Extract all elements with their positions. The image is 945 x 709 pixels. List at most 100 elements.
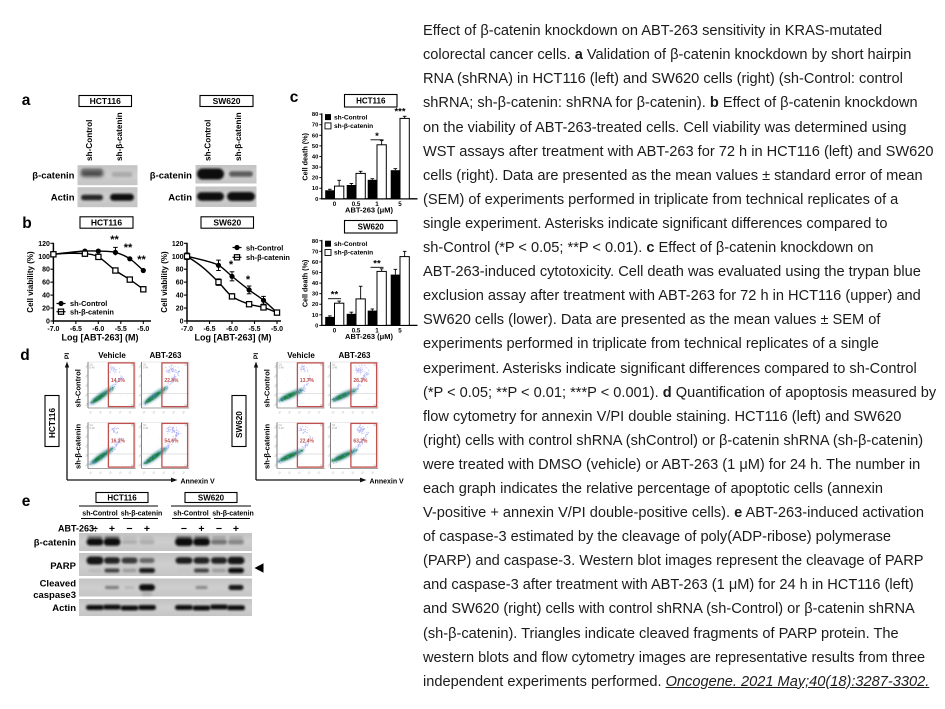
svg-text:Q4: Q4 [185,464,189,468]
svg-text:40: 40 [312,281,318,287]
svg-text:10: 10 [108,470,113,475]
svg-text:sh-β-catenin: sh-β-catenin [70,307,114,316]
svg-text:HCT116: HCT116 [356,97,386,106]
svg-text:5: 5 [398,201,402,208]
svg-text:HCT116: HCT116 [48,408,57,438]
svg-text:10: 10 [117,409,122,414]
svg-text:10: 10 [273,453,278,458]
svg-text:sh-Control: sh-Control [70,299,107,308]
svg-text:0.48: 0.48 [90,366,96,370]
svg-text:sh-β-catenin: sh-β-catenin [212,511,254,518]
svg-text:SW620: SW620 [213,96,241,106]
svg-text:10: 10 [316,409,321,414]
svg-text:10: 10 [360,409,365,414]
svg-text:0: 0 [333,327,337,334]
svg-text:10: 10 [137,373,142,378]
svg-text:-7.0: -7.0 [47,326,59,333]
svg-text:PI: PI [64,353,71,360]
svg-text:10: 10 [273,364,278,369]
svg-text:22.4%: 22.4% [164,378,179,384]
svg-text:SW620: SW620 [235,411,244,438]
svg-text:Actin: Actin [51,193,75,204]
svg-text:22.4%: 22.4% [300,438,315,444]
svg-text:10: 10 [326,434,331,439]
svg-text:60: 60 [312,133,318,139]
svg-text:Q2: Q2 [320,423,324,427]
svg-text:10: 10 [84,373,89,378]
svg-text:50: 50 [312,144,318,150]
svg-text:54.6%: 54.6% [164,438,179,444]
svg-text:10: 10 [98,470,103,475]
svg-text:ABT-263: ABT-263 [338,351,371,360]
svg-text:*: * [229,259,234,271]
svg-text:80: 80 [176,267,184,274]
svg-text:10: 10 [273,383,278,388]
svg-text:SW620: SW620 [213,217,241,227]
svg-text:16.3%: 16.3% [111,438,126,444]
svg-text:70: 70 [312,123,318,129]
svg-text:0.48: 0.48 [90,426,96,430]
svg-text:sh-Control: sh-Control [334,241,367,248]
svg-text:10: 10 [297,470,302,475]
svg-text:10: 10 [137,424,142,429]
svg-text:10: 10 [98,409,103,414]
svg-text:caspase3: caspase3 [33,590,76,601]
svg-text:20: 20 [176,306,184,313]
svg-text:β-catenin: β-catenin [32,171,74,182]
svg-text:10: 10 [326,402,331,407]
svg-text:sh-Control: sh-Control [173,511,208,518]
svg-text:Q1: Q1 [332,423,336,427]
svg-text:PARP: PARP [50,561,76,572]
svg-text:10: 10 [84,364,89,369]
svg-text:28.3%: 28.3% [353,378,368,384]
svg-text:d: d [20,347,29,364]
svg-text:10: 10 [161,409,166,414]
svg-text:Annexin V: Annexin V [370,478,405,485]
svg-text:10: 10 [137,364,142,369]
svg-text:β-catenin: β-catenin [34,538,76,549]
svg-text:**: ** [331,290,339,301]
svg-text:60: 60 [312,260,318,266]
svg-text:Q4: Q4 [185,403,189,407]
svg-text:10: 10 [171,409,176,414]
svg-text:80: 80 [42,267,50,274]
svg-text:10: 10 [171,470,176,475]
svg-text:−: − [216,523,222,535]
svg-text:Q1: Q1 [279,363,283,367]
svg-text:**: ** [137,254,146,266]
svg-text:10: 10 [137,434,142,439]
svg-text:1: 1 [375,201,379,208]
svg-text:0: 0 [333,201,337,208]
svg-text:Actin: Actin [52,603,76,614]
svg-text:β-catenin: β-catenin [150,171,192,182]
svg-text:sh-β-catenin: sh-β-catenin [121,511,163,518]
svg-text:100: 100 [38,254,50,261]
svg-text:Vehicle: Vehicle [287,351,315,360]
svg-text:14.2%: 14.2% [111,378,126,384]
svg-text:Q2: Q2 [320,363,324,367]
svg-text:-6.5: -6.5 [203,326,215,333]
svg-text:+: + [233,523,239,535]
svg-text:sh-β-catenin: sh-β-catenin [334,250,373,257]
svg-text:0.48: 0.48 [279,426,285,430]
svg-text:80: 80 [312,239,318,245]
svg-text:10: 10 [117,470,122,475]
svg-text:0.5: 0.5 [352,201,361,208]
svg-text:10: 10 [326,364,331,369]
svg-text:10: 10 [273,434,278,439]
svg-text:Vehicle: Vehicle [98,351,126,360]
svg-text:10: 10 [137,443,142,448]
svg-text:10: 10 [84,453,89,458]
svg-text:80: 80 [312,112,318,118]
svg-text:10: 10 [330,409,335,414]
svg-text:HCT116: HCT116 [90,96,121,106]
svg-text:b: b [22,215,31,232]
svg-text:**: ** [110,234,119,246]
svg-text:10: 10 [273,443,278,448]
svg-text:10: 10 [326,383,331,388]
svg-text:sh-β-catenin: sh-β-catenin [74,423,83,469]
svg-text:10: 10 [326,392,331,397]
svg-text:120: 120 [172,241,184,248]
svg-text:10: 10 [273,424,278,429]
svg-text:sh-Control: sh-Control [85,120,94,161]
